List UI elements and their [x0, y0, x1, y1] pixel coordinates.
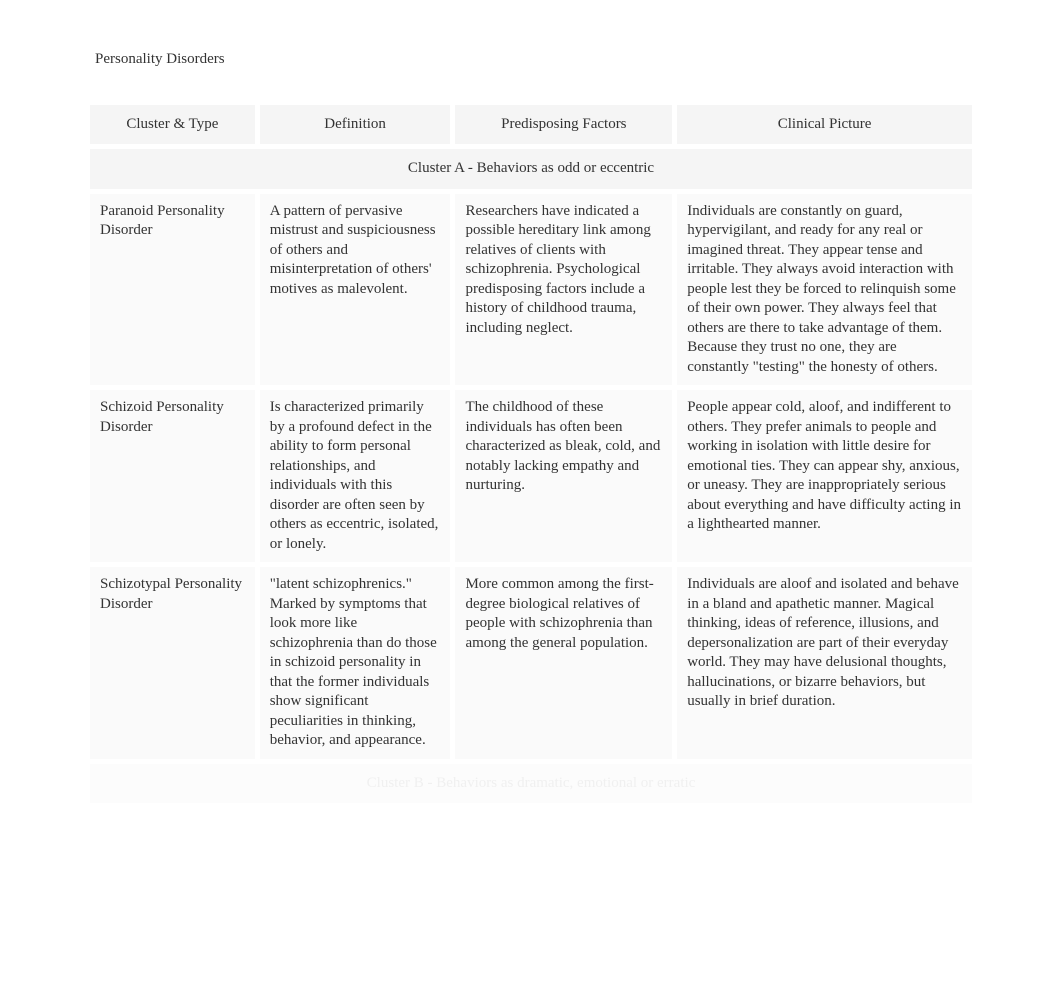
header-predisposing: Predisposing Factors	[455, 105, 672, 145]
cluster-a-header-row: Cluster A - Behaviors as odd or eccentri…	[90, 149, 972, 189]
table-row: Schizoid Personality Disorder Is charact…	[90, 390, 972, 562]
cell-definition: Is characterized primarily by a profound…	[260, 390, 451, 562]
cell-type: Paranoid Personality Disorder	[90, 194, 255, 386]
cell-definition: A pattern of pervasive mistrust and susp…	[260, 194, 451, 386]
cell-type: Schizotypal Personality Disorder	[90, 567, 255, 759]
header-cluster-type: Cluster & Type	[90, 105, 255, 145]
disorders-table: Cluster & Type Definition Predisposing F…	[85, 100, 977, 809]
page-title: Personality Disorders	[85, 50, 977, 70]
cell-predisposing: More common among the first-degree biolo…	[455, 567, 672, 759]
cell-definition: "latent schizophrenics." Marked by sympt…	[260, 567, 451, 759]
table-header-row: Cluster & Type Definition Predisposing F…	[90, 105, 972, 145]
cell-clinical: People appear cold, aloof, and indiffere…	[677, 390, 972, 562]
cluster-a-label: Cluster A - Behaviors as odd or eccentri…	[90, 149, 972, 189]
table-row: Schizotypal Personality Disorder "latent…	[90, 567, 972, 759]
header-definition: Definition	[260, 105, 451, 145]
cluster-b-label: Cluster B - Behaviors as dramatic, emoti…	[90, 764, 972, 804]
header-clinical: Clinical Picture	[677, 105, 972, 145]
cell-clinical: Individuals are aloof and isolated and b…	[677, 567, 972, 759]
cell-predisposing: Researchers have indicated a possible he…	[455, 194, 672, 386]
cluster-b-header-row: Cluster B - Behaviors as dramatic, emoti…	[90, 764, 972, 804]
cell-predisposing: The childhood of these individuals has o…	[455, 390, 672, 562]
cell-clinical: Individuals are constantly on guard, hyp…	[677, 194, 972, 386]
cell-type: Schizoid Personality Disorder	[90, 390, 255, 562]
table-row: Paranoid Personality Disorder A pattern …	[90, 194, 972, 386]
